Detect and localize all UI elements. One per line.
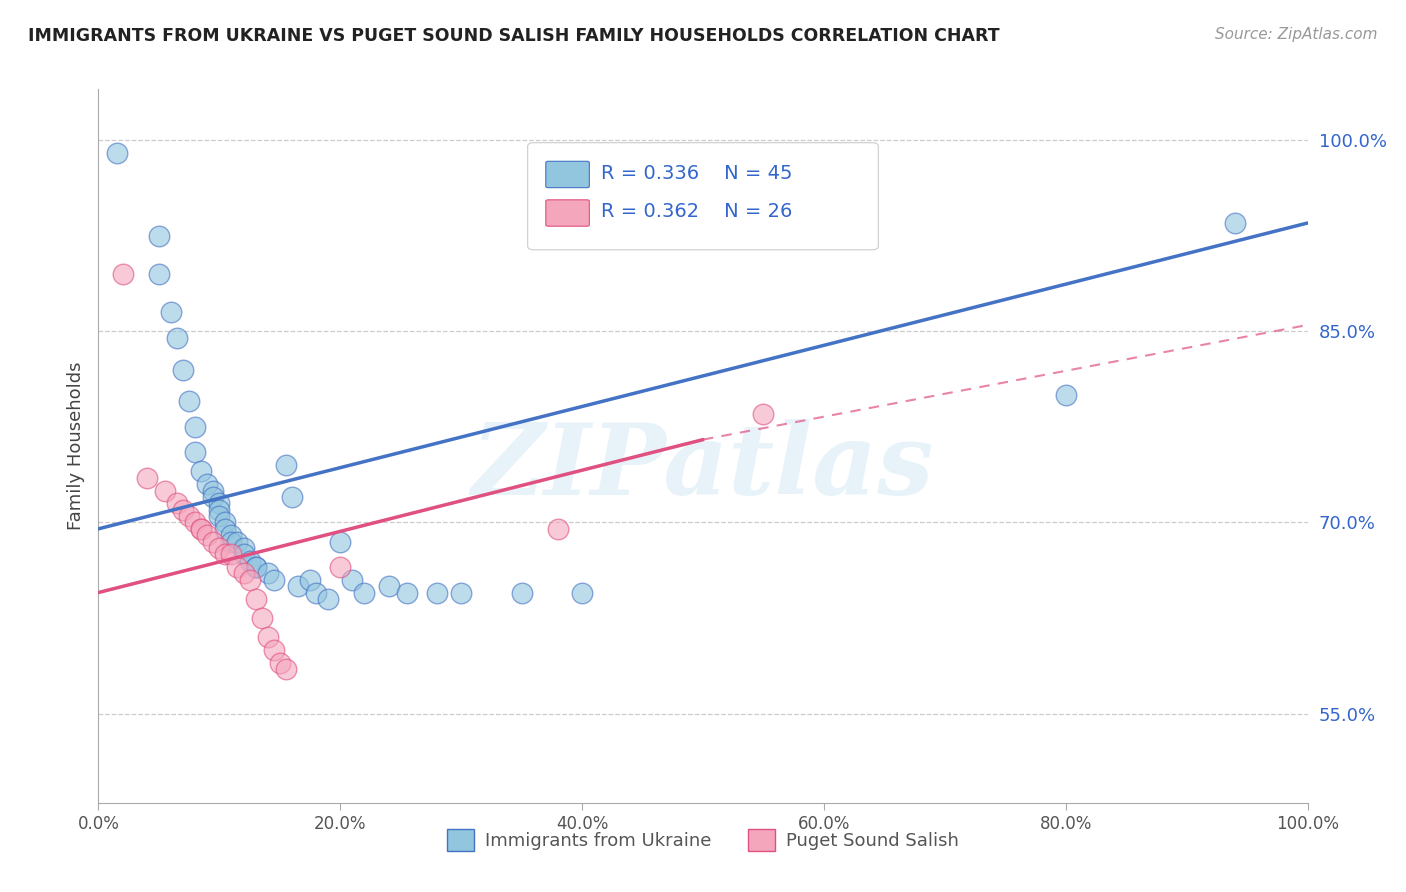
Point [245,560,267,574]
Point [172,502,194,516]
Point [172,362,194,376]
Legend: Immigrants from Ukraine, Puget Sound Salish: Immigrants from Ukraine, Puget Sound Sal… [440,822,966,858]
Point [426,585,449,599]
Point [274,458,297,472]
Point [208,502,231,516]
Point [571,585,593,599]
Point [287,579,309,593]
Point [239,573,262,587]
Point [1054,388,1077,402]
Point [202,490,225,504]
Point [547,522,569,536]
Point [226,560,249,574]
Point [299,573,322,587]
Point [202,483,225,498]
Point [160,305,183,319]
Point [232,541,254,555]
Point [214,522,236,536]
Point [305,585,328,599]
Point [208,509,231,524]
Text: R = 0.362    N = 26: R = 0.362 N = 26 [602,202,793,221]
Point [208,496,231,510]
Point [263,573,285,587]
Point [105,145,128,160]
Point [184,445,207,459]
Point [208,541,231,555]
Point [195,528,218,542]
Point [148,267,170,281]
Point [250,611,273,625]
Point [316,591,339,606]
Point [329,534,352,549]
Point [111,267,134,281]
Point [353,585,375,599]
Point [752,407,775,421]
Point [510,585,533,599]
Text: R = 0.336    N = 45: R = 0.336 N = 45 [602,164,793,183]
Point [1223,216,1246,230]
Point [256,630,278,644]
Point [214,516,236,530]
Point [226,534,249,549]
Point [269,656,291,670]
Point [245,591,267,606]
Point [221,547,243,561]
Text: IMMIGRANTS FROM UKRAINE VS PUGET SOUND SALISH FAMILY HOUSEHOLDS CORRELATION CHAR: IMMIGRANTS FROM UKRAINE VS PUGET SOUND S… [28,27,1000,45]
Point [256,566,278,581]
Point [195,477,218,491]
Point [450,585,472,599]
FancyBboxPatch shape [546,200,589,227]
Point [135,471,157,485]
Point [202,534,225,549]
Point [166,496,188,510]
Point [184,516,207,530]
Y-axis label: Family Households: Family Households [66,362,84,530]
Point [214,547,236,561]
Point [179,394,201,409]
Point [190,522,212,536]
Point [232,547,254,561]
Point [184,420,207,434]
Point [221,528,243,542]
Point [395,585,418,599]
Point [179,509,201,524]
Point [239,554,262,568]
Point [245,560,267,574]
Point [166,331,188,345]
FancyBboxPatch shape [546,161,589,187]
Point [281,490,304,504]
Text: Source: ZipAtlas.com: Source: ZipAtlas.com [1215,27,1378,42]
Point [221,534,243,549]
Text: ZIPatlas: ZIPatlas [472,419,934,516]
Point [190,522,212,536]
Point [263,643,285,657]
Point [377,579,399,593]
FancyBboxPatch shape [527,143,879,250]
Point [274,662,297,676]
Point [329,560,352,574]
Point [232,566,254,581]
Point [190,465,212,479]
Point [342,573,364,587]
Point [148,228,170,243]
Point [153,483,176,498]
